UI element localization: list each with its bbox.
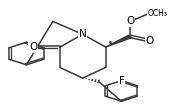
Text: OCH₃: OCH₃ bbox=[148, 9, 168, 18]
Text: O: O bbox=[146, 36, 154, 46]
Text: O: O bbox=[126, 16, 134, 26]
Text: N: N bbox=[79, 29, 87, 39]
Text: F: F bbox=[118, 76, 124, 86]
Polygon shape bbox=[106, 35, 132, 47]
Text: O: O bbox=[29, 42, 37, 52]
